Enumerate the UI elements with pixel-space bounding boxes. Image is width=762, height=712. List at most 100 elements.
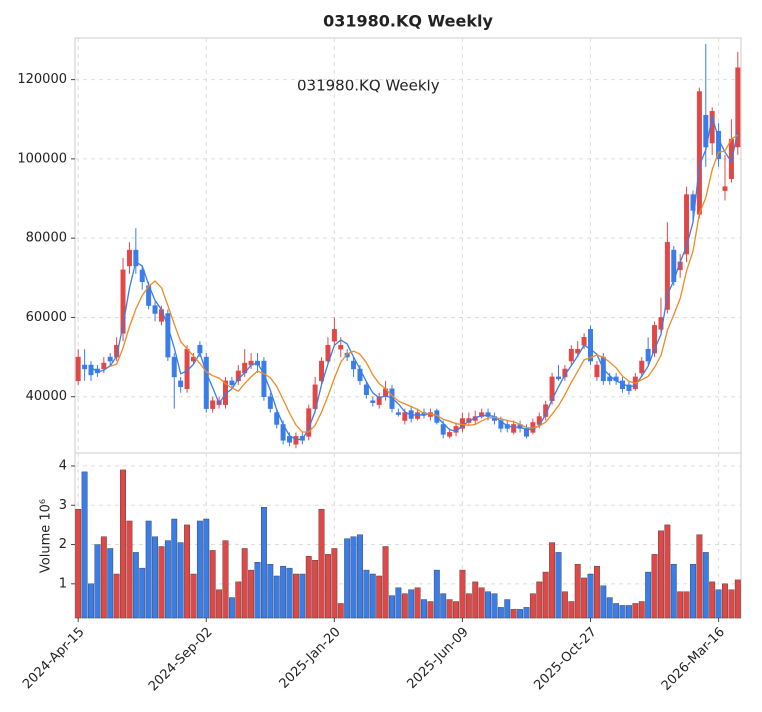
volume-bar [241,548,248,619]
candle-body [479,412,485,417]
volume-bar [491,593,498,619]
volume-bar [465,593,472,619]
volume-bar [632,603,639,619]
volume-bar [581,577,588,619]
volume-bar [357,534,363,619]
volume-bar [568,601,575,619]
volume-bar [709,581,716,619]
volume-bar [529,593,536,619]
candle-body [395,412,401,415]
candle-body [274,412,280,425]
volume-bar [600,585,607,619]
candle-body [415,412,421,419]
volume-bar [196,520,203,619]
candle-body [607,376,613,382]
volume-bar [421,599,427,619]
volume-bar [299,573,306,619]
candle-body [139,269,145,283]
candle-body [735,67,741,148]
volume-bar [209,550,216,619]
candle-body [203,356,209,409]
volume-bar [177,542,184,619]
candle-body [107,356,113,362]
y-tick-label: 80000 [26,231,67,246]
candle-body [376,396,382,405]
candle-body [293,436,299,445]
candle-body [652,325,658,354]
volume-bar [504,599,511,619]
volume-bar [401,593,408,619]
volume-bar [593,565,600,619]
volume-bar [658,530,664,619]
y-axis-label: Volume 10⁶ [39,499,54,573]
volume-bar [433,569,440,619]
volume-bar [164,540,171,619]
volume-bar [395,587,402,619]
volume-bar [267,563,274,619]
volume-bar [184,524,190,619]
volume-bar [158,546,165,619]
volume-bar [472,581,479,619]
moving-average [90,116,739,441]
volume-bar [222,540,229,619]
candle-body [523,428,529,437]
volume-bar [626,605,632,619]
volume-bar [485,591,491,619]
volume-bar [286,567,293,619]
volume-frame [74,452,742,619]
candle-body [178,380,184,388]
volume-bar [248,569,255,619]
volume-bar [638,601,645,619]
volume-bar [453,601,459,619]
candle-body [158,309,164,322]
candle-body [588,329,594,362]
candle-body [645,348,651,362]
candle-body [639,360,645,374]
volume-bar [536,581,543,619]
volume-bar [260,507,267,619]
volume-bar [408,589,415,619]
candle-body [126,249,132,267]
y-tick-label: 4 [59,458,67,473]
volume-bar [734,579,741,619]
moving-average [110,134,739,433]
candle-body [440,424,446,435]
candle-body [344,352,350,358]
candle-body [75,356,81,382]
volume-bar [100,536,107,619]
candle-body [351,360,357,370]
volume-bar [171,518,178,619]
volume-bar [414,587,421,619]
candle-body [338,344,344,350]
candle-body [165,313,171,358]
candle-body [485,412,491,417]
volume-bar [587,573,594,619]
candle-body [684,194,690,255]
volume-bar [510,609,517,619]
x-tick-label: 2024-Sep-02 [146,625,216,695]
volume-bar [81,471,88,619]
volume-bar [120,469,126,619]
candle-body [568,348,574,362]
volume-bar [606,597,613,619]
volume-bar [619,605,626,619]
volume-bar [293,573,299,619]
volume-bar [305,556,312,619]
volume-bar [132,552,139,619]
volume-bar [190,573,197,619]
volume-bar [715,589,722,619]
volume-bar [318,508,325,619]
volume-bar [113,573,120,619]
candle-body [555,376,561,380]
y-tick-label: 1 [59,576,67,591]
volume-bar [542,571,549,619]
volume-bar [139,567,146,619]
candle-body [101,362,107,370]
x-tick-label: 2026-Mar-16 [659,625,728,694]
volume-bar [702,552,709,619]
volume-bar [325,554,331,619]
candle-body [229,380,235,386]
candle-body [235,370,241,382]
y-tick-label: 120000 [17,72,67,87]
